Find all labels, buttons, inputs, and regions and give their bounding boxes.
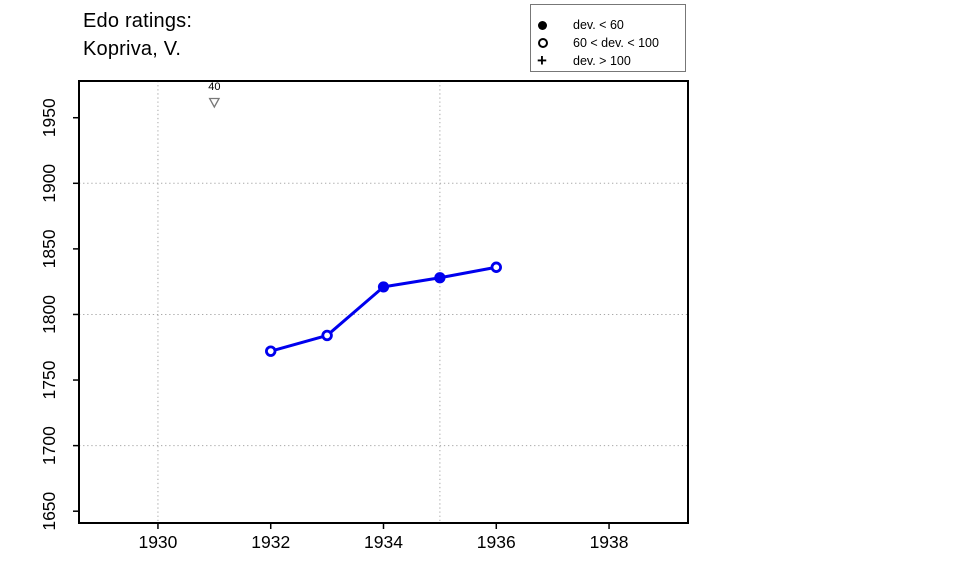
chart-title-line1: Edo ratings: xyxy=(83,10,193,32)
chart-title-line2: Kopriva, V. xyxy=(83,38,182,60)
filled-circle-icon xyxy=(538,20,547,30)
legend-item-dev-gt-100: + dev. > 100 xyxy=(531,52,685,70)
x-axis-tick-label: 1936 xyxy=(477,532,516,552)
triangle-down-icon xyxy=(208,97,221,109)
legend-item-label: 60 < dev. < 100 xyxy=(573,36,659,50)
legend-item-label: dev. < 60 xyxy=(573,18,624,32)
plus-icon: + xyxy=(537,51,547,70)
data-point-open xyxy=(265,345,277,357)
data-point-filled xyxy=(377,281,390,293)
y-axis-tick-label: 1750 xyxy=(39,360,59,399)
y-axis-tick-label: 1900 xyxy=(39,164,59,203)
open-circle-icon xyxy=(538,38,548,48)
y-axis-tick-label: 1650 xyxy=(39,491,59,530)
y-axis-tick-label: 1950 xyxy=(39,98,59,137)
chart-title: Edo ratings: Kopriva, V. xyxy=(83,7,192,63)
legend: dev. < 60 60 < dev. < 100 + dev. > 100 xyxy=(530,4,686,72)
annotation-label: 40 xyxy=(208,81,220,93)
y-axis-tick-label: 1800 xyxy=(39,295,59,334)
x-axis-tick-label: 1932 xyxy=(251,532,290,552)
x-axis-tick-label: 1934 xyxy=(364,532,403,552)
data-point-open xyxy=(321,329,333,342)
legend-item-dev-lt-60: dev. < 60 xyxy=(531,16,685,34)
data-point-open xyxy=(490,261,502,273)
y-axis-tick-label: 1700 xyxy=(39,426,59,465)
x-axis-tick-label: 1938 xyxy=(590,532,629,552)
x-axis-tick-label: 1930 xyxy=(138,532,177,552)
y-axis-tick-label: 1850 xyxy=(39,229,59,268)
data-point-filled xyxy=(434,272,446,284)
plot-border xyxy=(78,80,689,524)
legend-item-label: dev. > 100 xyxy=(573,54,631,68)
series-line xyxy=(269,265,498,353)
legend-item-dev-60-100: 60 < dev. < 100 xyxy=(531,34,685,52)
